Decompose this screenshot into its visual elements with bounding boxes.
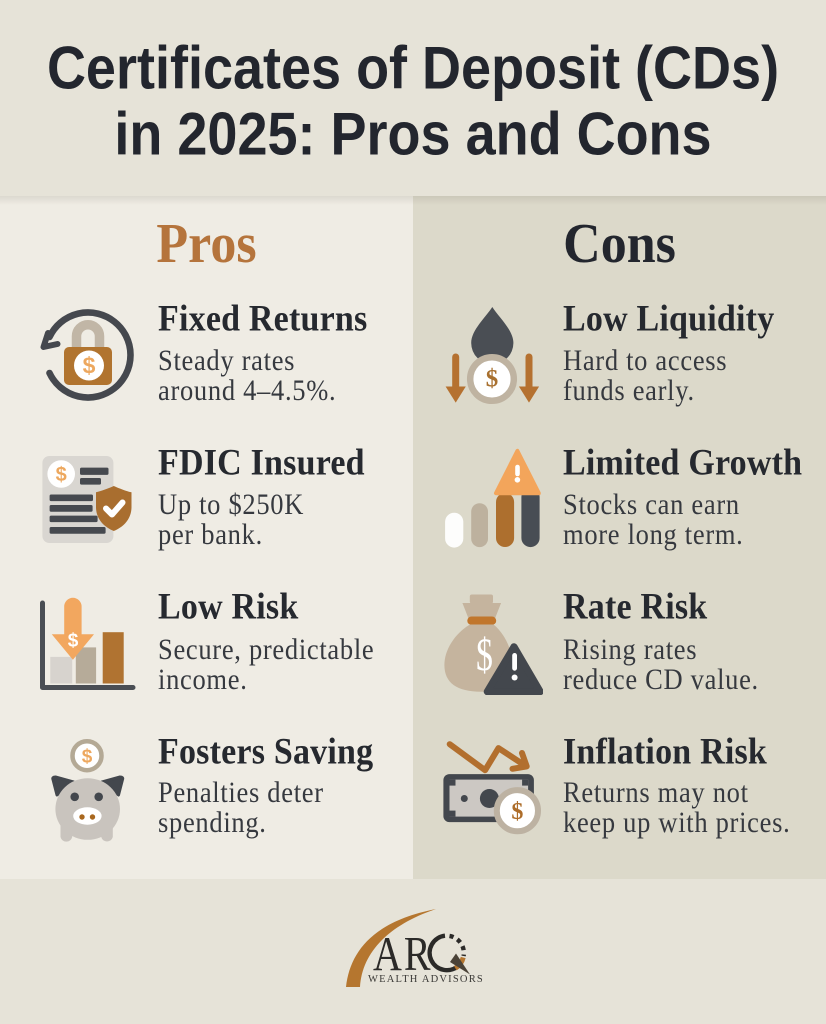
svg-text:$: $: [476, 629, 493, 681]
svg-text:$: $: [68, 631, 79, 652]
svg-text:$: $: [82, 747, 93, 768]
svg-text:$: $: [511, 799, 523, 825]
svg-text:$: $: [56, 464, 67, 486]
svg-text:$: $: [486, 366, 499, 393]
svg-text:$: $: [83, 353, 96, 379]
svg-text:AR: AR: [373, 926, 433, 981]
